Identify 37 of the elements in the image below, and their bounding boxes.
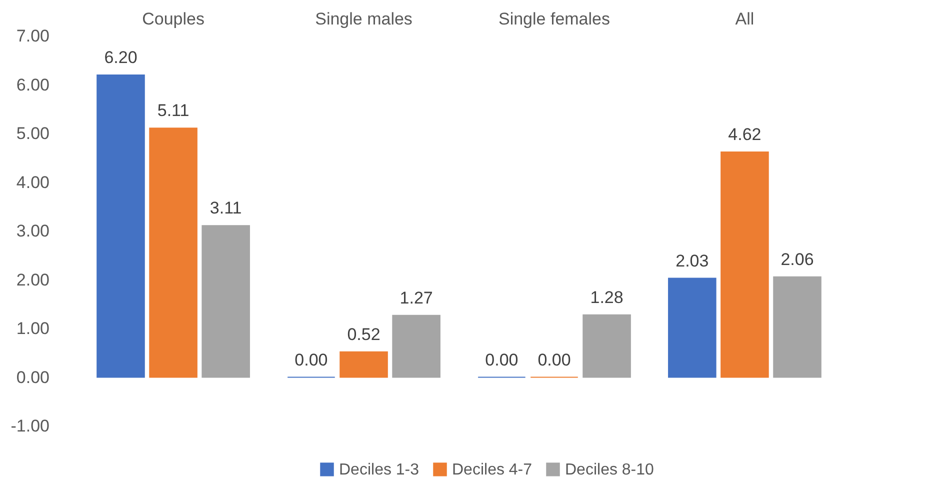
x-tick-label: Single females	[498, 10, 610, 28]
data-label: 2.06	[780, 250, 814, 269]
data-label: 0.52	[347, 324, 380, 344]
bar	[668, 278, 716, 378]
data-label: 5.11	[157, 101, 190, 120]
data-label: 1.27	[400, 288, 433, 308]
bar	[773, 276, 822, 378]
bar	[96, 74, 145, 378]
x-tick-label: All	[735, 10, 754, 28]
x-tick-label: Couples	[142, 10, 204, 28]
y-tick-label: 1.00	[16, 319, 50, 338]
y-tick-label: 3.00	[16, 222, 50, 240]
legend-label: Deciles 1-3	[339, 461, 420, 478]
bar	[340, 351, 388, 378]
data-label: 0.00	[538, 350, 571, 370]
data-label: 1.28	[590, 288, 624, 307]
x-tick-label: Single males	[315, 10, 412, 28]
bar	[149, 128, 198, 378]
y-tick-label: 2.00	[16, 270, 50, 290]
data-label: 0.00	[485, 350, 518, 370]
data-label: 4.62	[728, 125, 762, 144]
bar	[392, 314, 440, 378]
y-tick-label: 7.00	[16, 26, 50, 46]
y-tick-label: -1.00	[10, 416, 50, 436]
bar	[202, 225, 250, 378]
data-label: 0.00	[294, 350, 328, 370]
y-tick-label: 5.00	[16, 124, 50, 143]
y-tick-label: 0.00	[16, 368, 50, 387]
y-tick-label: 4.00	[16, 172, 50, 192]
legend-label: Deciles 4-7	[452, 461, 532, 478]
data-label: 3.11	[210, 198, 242, 218]
bar	[582, 314, 631, 378]
bar	[720, 152, 769, 378]
legend-label: Deciles 8-10	[565, 461, 654, 478]
data-label: 2.03	[676, 251, 709, 270]
data-label: 6.20	[104, 48, 138, 67]
y-tick-label: 6.00	[16, 75, 50, 94]
